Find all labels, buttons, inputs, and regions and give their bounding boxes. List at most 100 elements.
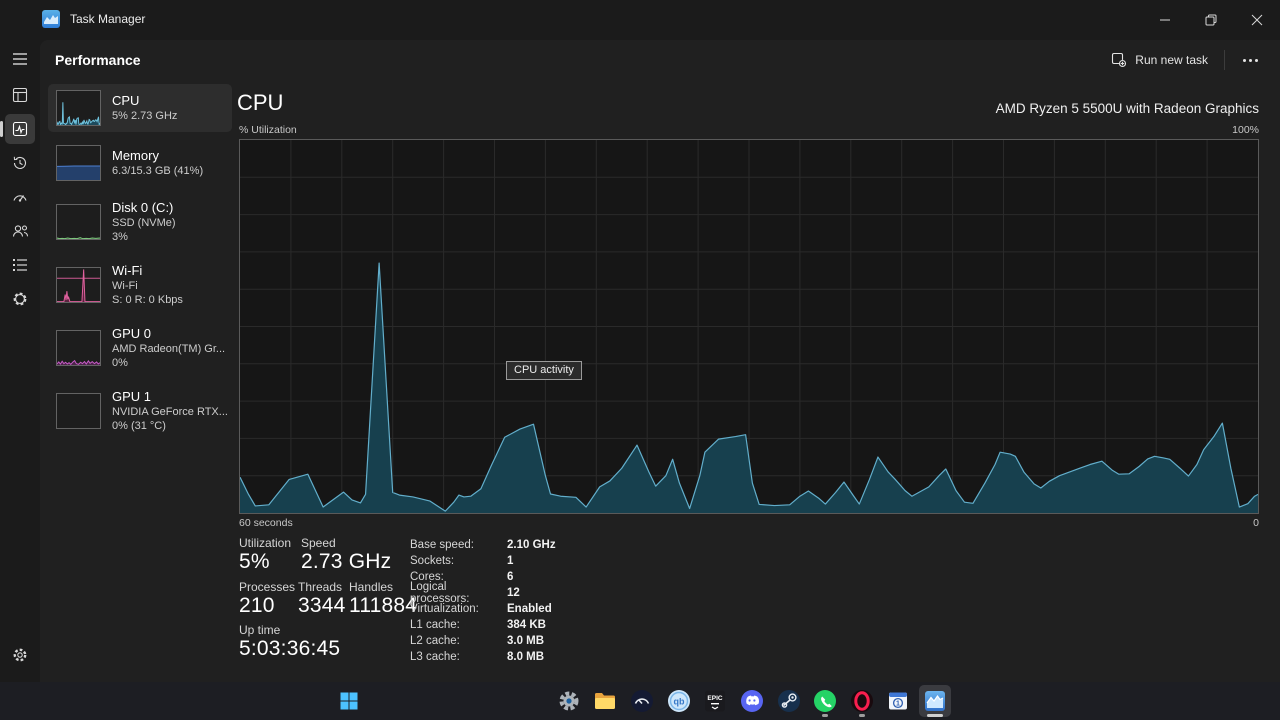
nav-settings[interactable] [0, 638, 40, 672]
taskbar-calendar-app[interactable]: 1 [882, 685, 914, 717]
taskbar-task-manager[interactable] [919, 685, 951, 717]
speed-label: Speed [301, 536, 336, 550]
restore-button[interactable] [1188, 0, 1234, 40]
close-button[interactable] [1234, 0, 1280, 40]
device-subtitle2: 0% (31 °C) [112, 420, 166, 432]
services-icon [13, 292, 27, 306]
detail-row: Base speed: 2.10 GHz [410, 539, 556, 551]
nav-app-history[interactable] [0, 146, 40, 180]
minimize-button[interactable] [1142, 0, 1188, 40]
device-subtitle: 5% 2.73 GHz [112, 110, 178, 122]
details-icon [13, 259, 27, 271]
users-icon [12, 225, 28, 237]
device-subtitle: SSD (NVMe) [112, 217, 176, 229]
more-options-button[interactable] [1231, 51, 1270, 70]
device-item-cpu[interactable]: CPU 5% 2.73 GHz [48, 84, 232, 132]
nav-users[interactable] [0, 214, 40, 248]
taskbar-epic-games[interactable]: EPIC [699, 685, 731, 717]
start-button[interactable] [333, 685, 365, 717]
threads-value: 3344 [298, 594, 346, 617]
processes-value: 210 [239, 594, 275, 617]
device-title: Wi-Fi [112, 263, 143, 278]
taskbar-settings[interactable] [553, 685, 585, 717]
file-explorer-icon [595, 693, 615, 709]
startup-apps-icon [13, 195, 27, 202]
nav-details[interactable] [0, 248, 40, 282]
gpu1-minichart [56, 393, 101, 429]
active-running-indicator [927, 714, 943, 717]
gpu0-minichart [56, 330, 101, 366]
detail-row: Cores: 6 [410, 571, 514, 583]
running-indicator [822, 714, 828, 717]
content-area: Performance Run new task CPU 5% 2.73 GHz [40, 40, 1280, 682]
taskbar-speedtest[interactable] [626, 685, 658, 717]
cpu-panel-title: CPU [237, 90, 284, 115]
nav-startup-apps[interactable] [0, 180, 40, 214]
taskbar-file-explorer[interactable] [589, 685, 621, 717]
header-separator [1224, 50, 1225, 70]
memory-minichart [56, 145, 101, 181]
taskbar-discord[interactable] [736, 685, 768, 717]
device-subtitle: NVIDIA GeForce RTX... [112, 406, 228, 418]
taskbar-qbittorrent[interactable]: qb [663, 685, 695, 717]
performance-device-list: CPU 5% 2.73 GHz Memory 6.3/15.3 GB (41%)… [48, 84, 232, 439]
device-subtitle: AMD Radeon(TM) Gr... [112, 343, 226, 355]
discord-icon [741, 690, 763, 712]
threads-label: Threads [298, 580, 343, 594]
device-subtitle2: S: 0 R: 0 Kbps [112, 294, 183, 306]
uptime-value: 5:03:36:45 [239, 637, 341, 660]
settings-gear-icon [13, 648, 27, 662]
menu-toggle-button[interactable] [0, 40, 40, 78]
device-title: Disk 0 (C:) [112, 200, 174, 215]
run-new-task-icon [1112, 52, 1127, 68]
device-item-disk0[interactable]: Disk 0 (C:) SSD (NVMe) 3% [48, 194, 232, 250]
cpu-utilization-chart: CPU activity [239, 139, 1259, 514]
device-item-gpu1[interactable]: GPU 1 NVIDIA GeForce RTX... 0% (31 °C) [48, 383, 232, 439]
taskbar: Search qb EPIC [0, 682, 1280, 720]
device-subtitle2: 0% [112, 357, 128, 369]
handles-value: 111884 [349, 594, 418, 617]
device-item-gpu0[interactable]: GPU 0 AMD Radeon(TM) Gr... 0% [48, 320, 232, 376]
device-title: CPU [112, 93, 140, 108]
speedtest-icon [631, 690, 653, 712]
nav-services[interactable] [0, 282, 40, 316]
selected-indicator [0, 121, 3, 137]
taskbar-whatsapp[interactable] [809, 685, 841, 717]
task-manager-app-icon [42, 10, 60, 28]
axis-label-0: 0 [1253, 517, 1259, 529]
run-new-task-label: Run new task [1135, 53, 1208, 67]
device-item-wifi[interactable]: Wi-Fi Wi-Fi S: 0 R: 0 Kbps [48, 257, 232, 313]
cpu-name: AMD Ryzen 5 5500U with Radeon Graphics [995, 101, 1259, 116]
detail-row: L1 cache: 384 KB [410, 619, 546, 631]
axis-label-utilization: % Utilization [239, 124, 297, 136]
processes-label: Processes [239, 580, 296, 594]
detail-row: Logical processors: 12 [410, 581, 520, 605]
nav-performance[interactable] [0, 112, 40, 146]
chart-tooltip: CPU activity [506, 361, 582, 380]
run-new-task-button[interactable]: Run new task [1101, 46, 1218, 74]
device-title: Memory [112, 148, 159, 163]
page-title: Performance [55, 52, 141, 68]
taskbar-steam[interactable] [773, 685, 805, 717]
taskbar-opera-gx[interactable] [846, 685, 878, 717]
detail-row: Virtualization: Enabled [410, 603, 552, 615]
calendar-app-icon: 1 [889, 692, 907, 710]
svg-text:1: 1 [896, 701, 900, 708]
disk-minichart [56, 204, 101, 240]
handles-label: Handles [349, 580, 394, 594]
qbittorrent-icon: qb [668, 690, 690, 712]
detail-row: L3 cache: 8.0 MB [410, 651, 545, 663]
wifi-minichart [56, 267, 101, 303]
nav-processes[interactable] [0, 78, 40, 112]
running-indicator [859, 714, 865, 717]
opera-gx-icon [851, 690, 873, 712]
settings-gear-icon [559, 691, 579, 711]
processes-icon [12, 87, 28, 103]
svg-text:qb: qb [674, 697, 685, 707]
svg-text:EPIC: EPIC [707, 695, 722, 702]
device-title: GPU 0 [112, 326, 152, 341]
device-item-memory[interactable]: Memory 6.3/15.3 GB (41%) [48, 139, 232, 187]
speed-value: 2.73 GHz [301, 550, 392, 573]
task-manager-icon [925, 691, 945, 711]
